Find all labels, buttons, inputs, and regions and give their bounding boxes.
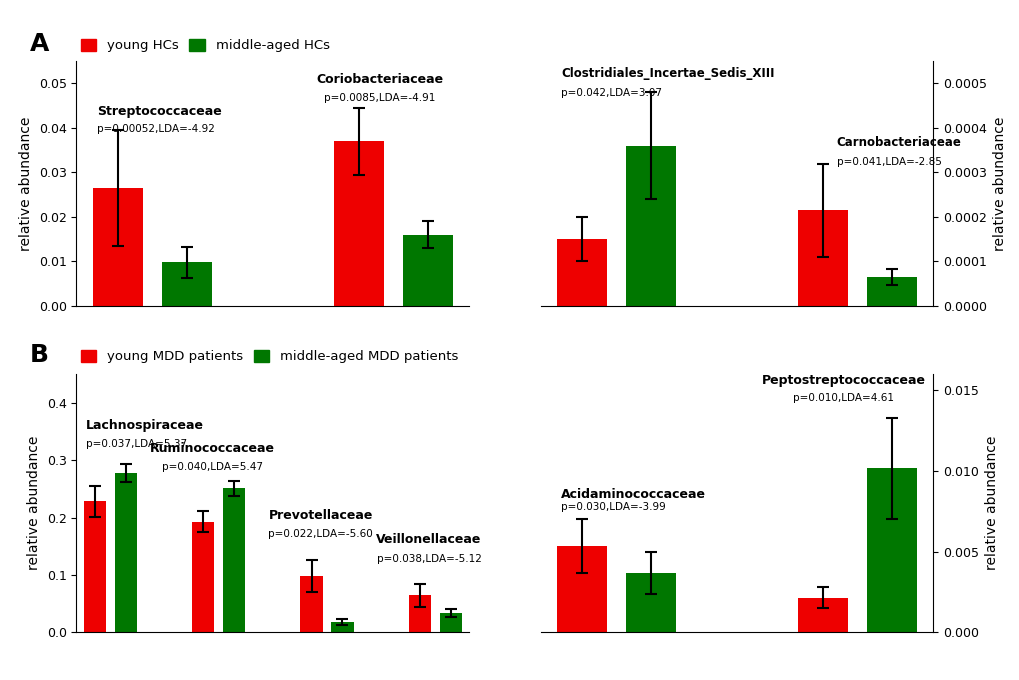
Text: p=0.00052,LDA=-4.92: p=0.00052,LDA=-4.92 (97, 124, 215, 135)
Bar (556, 239, 606, 306)
Text: Veillonellaceae: Veillonellaceae (376, 533, 481, 547)
Text: Acidaminococcaceae: Acidaminococcaceae (560, 488, 705, 501)
Bar (866, 469, 916, 632)
Y-axis label: relative abundance: relative abundance (983, 436, 998, 571)
Legend: young HCs, middle-aged HCs: young HCs, middle-aged HCs (75, 33, 334, 58)
Bar (300, 576, 322, 632)
Text: p=0.030,LDA=-3.99: p=0.030,LDA=-3.99 (560, 502, 665, 511)
Text: p=0.010,LDA=4.61: p=0.010,LDA=4.61 (793, 394, 894, 403)
Bar (626, 146, 675, 306)
Bar (626, 573, 675, 632)
Text: Clostridiales_Incertae_Sedis_XIII: Clostridiales_Incertae_Sedis_XIII (560, 67, 774, 80)
Text: p=0.0085,LDA=-4.91: p=0.0085,LDA=-4.91 (324, 93, 435, 103)
Text: A: A (30, 32, 49, 56)
Text: p=0.040,LDA=5.47: p=0.040,LDA=5.47 (162, 462, 263, 472)
Text: Carnobacteriaceae: Carnobacteriaceae (836, 136, 961, 149)
Bar (115, 473, 137, 632)
Bar (866, 277, 916, 306)
Bar (334, 141, 383, 306)
Text: p=0.022,LDA=-5.60: p=0.022,LDA=-5.60 (268, 529, 373, 539)
Text: Prevotellaceae: Prevotellaceae (268, 509, 373, 522)
Text: Lachnospiraceae: Lachnospiraceae (86, 419, 204, 432)
Bar (798, 210, 847, 306)
Bar (403, 235, 452, 306)
Bar (223, 488, 246, 632)
Bar (93, 188, 143, 306)
Y-axis label: relative abundance: relative abundance (28, 436, 41, 571)
Text: p=0.041,LDA=-2.85: p=0.041,LDA=-2.85 (836, 157, 941, 167)
Bar (192, 522, 214, 632)
Bar (331, 622, 354, 632)
Bar (162, 262, 211, 306)
Bar (556, 546, 606, 632)
Text: Ruminococcaceae: Ruminococcaceae (150, 441, 275, 454)
Bar (439, 613, 462, 632)
Legend: young MDD patients, middle-aged MDD patients: young MDD patients, middle-aged MDD pati… (75, 345, 464, 369)
Y-axis label: relative abundance: relative abundance (991, 116, 1006, 251)
Bar (409, 595, 430, 632)
Text: Streptococcaceae: Streptococcaceae (97, 105, 222, 118)
Text: Coriobacteriaceae: Coriobacteriaceae (316, 73, 443, 86)
Bar (798, 598, 847, 632)
Text: p=0.037,LDA=5.37: p=0.037,LDA=5.37 (86, 439, 186, 449)
Text: Peptostreptococcaceae: Peptostreptococcaceae (761, 374, 925, 387)
Text: B: B (30, 343, 48, 367)
Text: p=0.042,LDA=3.07: p=0.042,LDA=3.07 (560, 88, 661, 98)
Text: p=0.038,LDA=-5.12: p=0.038,LDA=-5.12 (376, 554, 481, 564)
Y-axis label: relative abundance: relative abundance (19, 116, 34, 251)
Bar (84, 501, 106, 632)
